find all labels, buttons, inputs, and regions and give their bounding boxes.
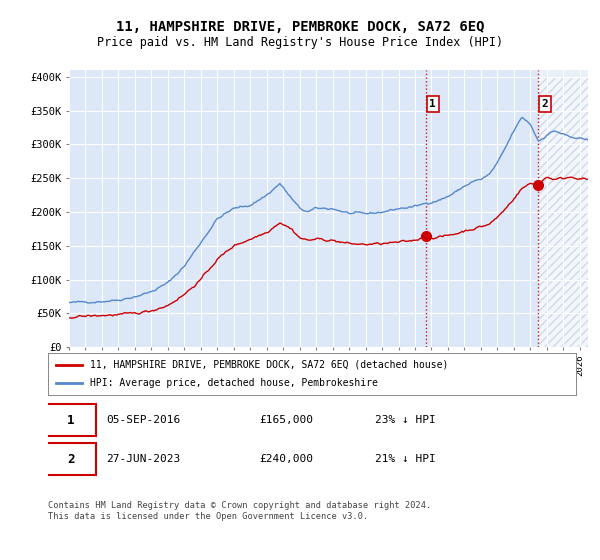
Text: 11, HAMPSHIRE DRIVE, PEMBROKE DOCK, SA72 6EQ: 11, HAMPSHIRE DRIVE, PEMBROKE DOCK, SA72… (116, 20, 484, 34)
Bar (538, 77, 588, 347)
FancyBboxPatch shape (46, 404, 95, 436)
FancyBboxPatch shape (46, 443, 95, 475)
Text: £240,000: £240,000 (259, 454, 313, 464)
Text: 1: 1 (430, 99, 436, 109)
Text: 1: 1 (67, 413, 74, 427)
Text: 21% ↓ HPI: 21% ↓ HPI (376, 454, 436, 464)
Text: Contains HM Land Registry data © Crown copyright and database right 2024.
This d: Contains HM Land Registry data © Crown c… (48, 501, 431, 521)
Text: 2: 2 (67, 452, 74, 466)
Text: 11, HAMPSHIRE DRIVE, PEMBROKE DOCK, SA72 6EQ (detached house): 11, HAMPSHIRE DRIVE, PEMBROKE DOCK, SA72… (90, 360, 449, 370)
Text: 2: 2 (542, 99, 548, 109)
Text: 23% ↓ HPI: 23% ↓ HPI (376, 415, 436, 425)
Text: £165,000: £165,000 (259, 415, 313, 425)
Text: 05-SEP-2016: 05-SEP-2016 (106, 415, 181, 425)
Text: Price paid vs. HM Land Registry's House Price Index (HPI): Price paid vs. HM Land Registry's House … (97, 36, 503, 49)
Bar (538, 70, 588, 347)
Text: HPI: Average price, detached house, Pembrokeshire: HPI: Average price, detached house, Pemb… (90, 378, 378, 388)
Text: 27-JUN-2023: 27-JUN-2023 (106, 454, 181, 464)
